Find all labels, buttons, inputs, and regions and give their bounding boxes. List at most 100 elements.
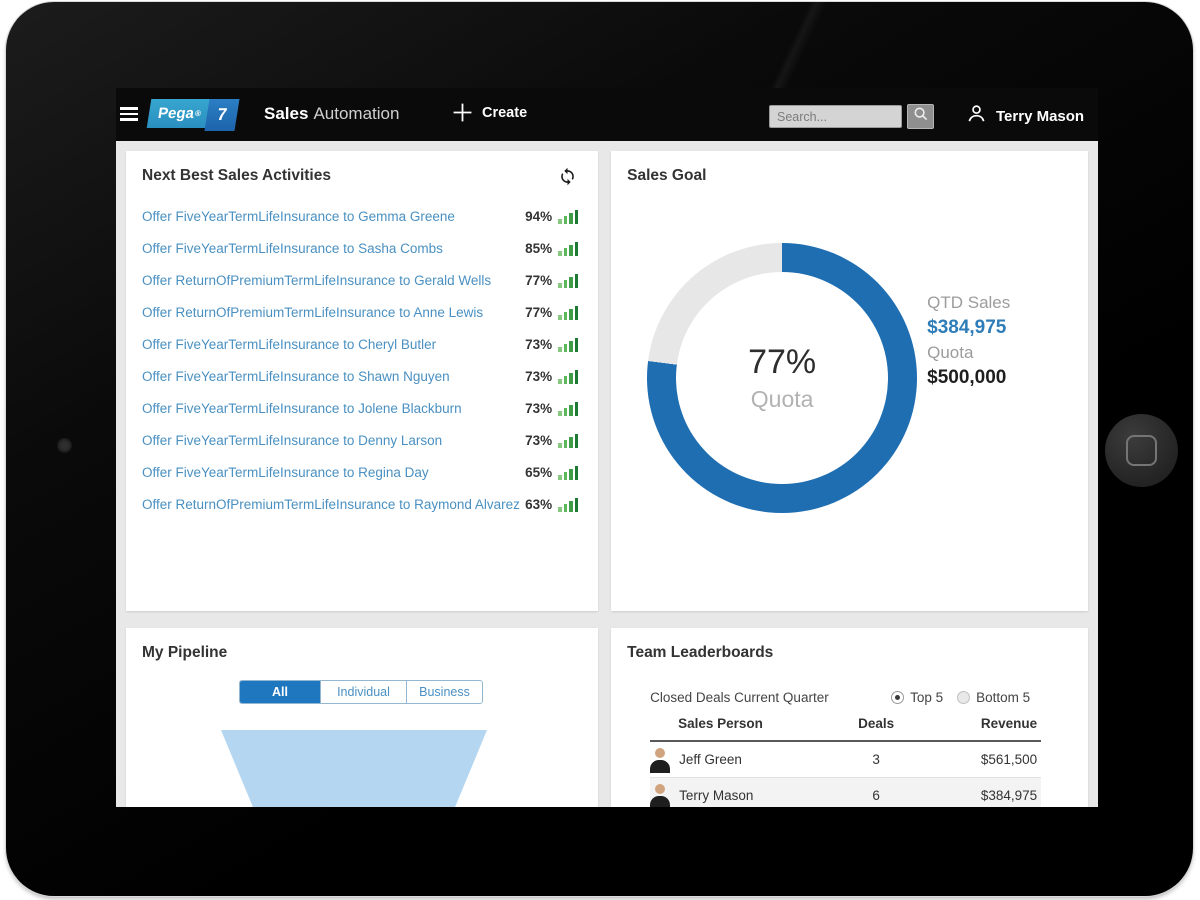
pipeline-funnel-chart: Qualification, 61%: [221, 730, 487, 807]
bar-chart-icon: [558, 242, 579, 256]
activity-score: 65%: [525, 463, 579, 482]
quota-label: Quota: [927, 343, 974, 362]
radio-top-5[interactable]: Top 5: [891, 690, 943, 705]
table-header-row: Sales Person Deals Revenue: [650, 716, 1041, 740]
column-sales-person: Sales Person: [678, 716, 763, 731]
radio-label: Top 5: [910, 690, 944, 705]
pipeline-filter-toggle: All Individual Business: [239, 680, 483, 704]
activity-link[interactable]: Offer FiveYearTermLifeInsurance to Shawn…: [142, 369, 450, 384]
search-button[interactable]: [907, 104, 934, 129]
person-cell: Jeff Green: [650, 747, 831, 773]
table-row[interactable]: Terry Mason 6 $384,975: [650, 778, 1042, 807]
activity-score: 73%: [525, 399, 579, 418]
filter-all[interactable]: All: [240, 681, 320, 703]
panel-next-best-sales-activities: Next Best Sales Activities Offer FiveYea…: [126, 151, 599, 611]
revenue-cell: $384,975: [980, 788, 1038, 803]
person-cell: Terry Mason: [650, 783, 831, 807]
activity-item: Offer FiveYearTermLifeInsurance to Chery…: [142, 335, 579, 354]
activity-item: Offer ReturnOfPremiumTermLifeInsurance t…: [142, 271, 579, 290]
activity-item: Offer FiveYearTermLifeInsurance to Regin…: [142, 463, 579, 482]
donut-sublabel: Quota: [750, 386, 814, 412]
activity-score: 77%: [525, 303, 579, 322]
column-revenue: Revenue: [980, 716, 1038, 731]
pega-logo[interactable]: Pega ® 7: [146, 99, 240, 131]
hamburger-menu-icon[interactable]: [120, 107, 138, 124]
person-name: Terry Mason: [679, 788, 754, 803]
bar-chart-icon: [558, 370, 579, 384]
app-title-secondary: Automation: [313, 104, 400, 123]
radio-unselected-icon: [957, 691, 971, 704]
app-header: Pega ® 7 Sales Automation Create: [116, 88, 1098, 141]
pega-logo-version: 7: [204, 99, 240, 131]
sales-goal-donut-chart: 77% Quota: [647, 243, 918, 513]
panel-sales-goal: Sales Goal 77% Quota QTD Sales $384,975 …: [611, 151, 1088, 611]
activity-link[interactable]: Offer FiveYearTermLifeInsurance to Chery…: [142, 337, 437, 352]
app-title-primary: Sales: [264, 104, 309, 123]
bar-chart-icon: [558, 402, 579, 416]
activity-item: Offer ReturnOfPremiumTermLifeInsurance t…: [142, 495, 579, 514]
radio-bottom-5[interactable]: Bottom 5: [957, 690, 1030, 705]
avatar: [650, 747, 671, 773]
app-screen: Pega ® 7 Sales Automation Create: [116, 88, 1098, 807]
create-button[interactable]: Create: [452, 102, 527, 123]
deals-cell: 6: [872, 788, 880, 803]
bar-chart-icon: [558, 434, 579, 448]
plus-icon: [452, 102, 473, 123]
activity-link[interactable]: Offer FiveYearTermLifeInsurance to Denny…: [142, 433, 443, 448]
radio-label: Bottom 5: [976, 690, 1031, 705]
panel-team-leaderboards: Team Leaderboards Closed Deals Current Q…: [611, 628, 1088, 807]
donut-center-label: 77% Quota: [647, 243, 917, 513]
activity-link[interactable]: Offer FiveYearTermLifeInsurance to Gemma…: [142, 209, 455, 224]
leaderboard-subtitle: Closed Deals Current Quarter: [650, 690, 829, 705]
table-header-divider: [650, 740, 1042, 742]
activity-score: 73%: [525, 431, 579, 450]
activity-item: Offer FiveYearTermLifeInsurance to Shawn…: [142, 367, 579, 386]
quota-value: $500,000: [927, 367, 1007, 388]
activity-link[interactable]: Offer FiveYearTermLifeInsurance to Jolen…: [142, 401, 462, 416]
filter-individual[interactable]: Individual: [320, 681, 406, 703]
bar-chart-icon: [558, 274, 579, 288]
front-camera: [57, 438, 72, 453]
activity-item: Offer FiveYearTermLifeInsurance to Gemma…: [142, 207, 579, 226]
activity-score: 73%: [525, 335, 579, 354]
dashboard: Next Best Sales Activities Offer FiveYea…: [116, 141, 1098, 807]
tablet-bezel: Pega ® 7 Sales Automation Create: [6, 2, 1193, 896]
activity-score: 77%: [525, 271, 579, 290]
activity-link[interactable]: Offer ReturnOfPremiumTermLifeInsurance t…: [142, 305, 484, 320]
user-icon: [966, 103, 987, 129]
bar-chart-icon: [558, 466, 579, 480]
activity-link[interactable]: Offer ReturnOfPremiumTermLifeInsurance t…: [142, 273, 492, 288]
leaderboard-controls: Closed Deals Current Quarter Top 5 Botto…: [650, 690, 1030, 705]
sales-goal-legend: QTD Sales $384,975 Quota $500,000: [927, 290, 1010, 390]
activity-item: Offer ReturnOfPremiumTermLifeInsurance t…: [142, 303, 579, 322]
panel-title: Team Leaderboards: [627, 644, 774, 661]
activity-score: 85%: [525, 239, 579, 258]
activity-link[interactable]: Offer ReturnOfPremiumTermLifeInsurance t…: [142, 497, 520, 512]
create-label: Create: [482, 104, 528, 121]
table-row[interactable]: Jeff Green 3 $561,500: [650, 742, 1042, 778]
filter-business[interactable]: Business: [406, 681, 482, 703]
bar-chart-icon: [558, 306, 579, 320]
user-menu[interactable]: Terry Mason: [966, 103, 1084, 129]
activity-link[interactable]: Offer FiveYearTermLifeInsurance to Regin…: [142, 465, 429, 480]
qtd-sales-value: $384,975: [927, 317, 1007, 338]
bar-chart-icon: [558, 498, 579, 512]
person-name: Jeff Green: [679, 752, 742, 767]
panel-my-pipeline: My Pipeline All Individual Business Qual…: [126, 628, 599, 807]
search-icon: [913, 106, 929, 127]
leaderboard-table: Sales Person Deals Revenue Jeff Green 3 …: [650, 716, 1042, 807]
activity-link[interactable]: Offer FiveYearTermLifeInsurance to Sasha…: [142, 241, 443, 256]
revenue-cell: $561,500: [980, 752, 1038, 767]
panel-title: Next Best Sales Activities: [142, 167, 331, 184]
activity-item: Offer FiveYearTermLifeInsurance to Jolen…: [142, 399, 579, 418]
bar-chart-icon: [558, 210, 579, 224]
search-bar: [769, 104, 934, 129]
activity-score: 63%: [525, 495, 579, 514]
panel-title: My Pipeline: [142, 644, 228, 661]
search-input[interactable]: [769, 105, 902, 128]
activity-item: Offer FiveYearTermLifeInsurance to Sasha…: [142, 239, 579, 258]
refresh-icon[interactable]: [558, 167, 577, 191]
home-button[interactable]: [1105, 414, 1178, 487]
app-title: Sales Automation: [264, 104, 399, 124]
radio-selected-icon: [891, 691, 905, 704]
